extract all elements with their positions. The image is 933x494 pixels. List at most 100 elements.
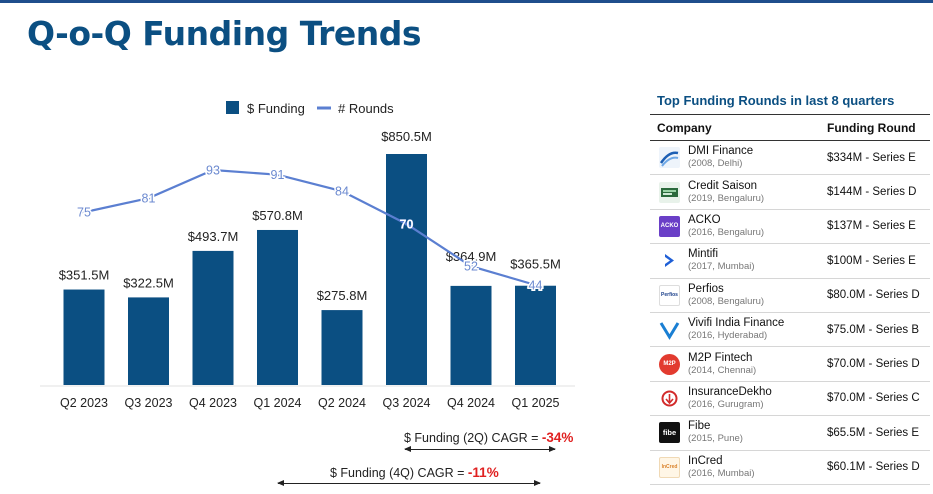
company-meta: (2015, Pune) (688, 433, 743, 445)
incred-logo-icon: InCred (659, 456, 680, 478)
company-name: Credit Saison (688, 179, 758, 192)
company-name: Vivifi India Finance (688, 317, 785, 330)
company-name: Perfios (688, 282, 724, 295)
funding-bar (128, 297, 169, 385)
table-row: InCred InCred (2016, Mumbai) $60.1M - Serie… (650, 450, 930, 485)
rounds-data-label: 44 (529, 279, 543, 293)
m2p-logo-text: M2P (663, 361, 676, 368)
company-meta: (2016, Mumbai) (688, 467, 755, 479)
funding-bar (63, 289, 105, 385)
funding-bar (515, 285, 556, 385)
funding-chart: $ Funding # Rounds Q2 2023 Q3 2023 Q4 2023 Q1… (40, 101, 575, 410)
funding-round: $70.0M - Series D (827, 346, 930, 382)
table-title: Top Funding Rounds in last 8 quarters (657, 93, 895, 108)
dmi-logo-icon (659, 147, 680, 169)
cagr-2q-label: $ Funding (2Q) CAGR = (404, 431, 539, 445)
insurancedekho-logo-icon (659, 387, 680, 409)
table-body: DMI Finance (2008, Delhi) $334M - Series E… (650, 140, 930, 485)
x-tick-label: Q2 2023 (60, 396, 108, 410)
credit-saison-logo-icon (659, 181, 680, 203)
table-row: fibe Fibe (2015, Pune) $65.5M - Series E (650, 415, 930, 451)
funding-round: $80.0M - Series D (827, 278, 930, 313)
funding-bar (386, 154, 427, 385)
funding-round: $70.0M - Series C (827, 381, 930, 417)
top-rounds-table: Company Funding Round DMI Finance (2008, … (650, 114, 930, 485)
vivifi-logo-icon (659, 319, 680, 341)
company-name: InsuranceDekho (688, 385, 772, 398)
legend-funding-swatch (226, 101, 239, 114)
perfios-logo-icon: Perfios (659, 284, 680, 306)
top-rule (0, 0, 933, 3)
company-meta: (2016, Gurugram) (688, 398, 764, 410)
rounds-point (82, 210, 86, 214)
acko-logo-icon: ACKO (659, 215, 680, 237)
company-cell: fibe Fibe (2015, Pune) (650, 415, 827, 451)
table-row: DMI Finance (2008, Delhi) $334M - Series E (650, 140, 930, 176)
company-meta: (2008, Bengaluru) (688, 295, 765, 307)
company-cell: Mintifi (2017, Mumbai) (650, 243, 827, 279)
funding-data-label: $493.7M (188, 229, 239, 244)
x-tick-label: Q4 2023 (189, 396, 237, 410)
funding-round: $144M - Series D (827, 174, 930, 210)
company-name: InCred (688, 454, 723, 467)
table-row: Perfios Perfios (2008, Bengaluru) $80.0M - … (650, 278, 930, 313)
funding-bar (450, 285, 492, 385)
funding-round: $60.1M - Series D (827, 450, 930, 485)
funding-data-label: $850.5M (381, 129, 432, 144)
funding-bar (321, 310, 363, 385)
rounds-data-label: 84 (335, 185, 349, 199)
page-title: Q-o-Q Funding Trends (27, 14, 422, 53)
x-tick-label: Q2 2024 (318, 396, 366, 410)
company-meta: (2019, Bengaluru) (688, 192, 765, 204)
company-meta: (2014, Chennai) (688, 364, 757, 376)
company-cell: ACKO ACKO (2016, Bengaluru) (650, 209, 827, 245)
x-tick-label: Q3 2024 (383, 396, 431, 410)
x-tick-label: Q3 2023 (125, 396, 173, 410)
cagr-2q-arrow (404, 446, 556, 452)
funding-data-label: $322.5M (123, 275, 174, 290)
table-row: M2P M2P Fintech (2014, Chennai) $70.0M - Se… (650, 346, 930, 382)
funding-round: $137M - Series E (827, 209, 930, 245)
funding-data-label: $364.9M (446, 249, 497, 264)
rounds-point (404, 222, 409, 226)
company-cell: InCred InCred (2016, Mumbai) (650, 450, 827, 485)
funding-data-label: $365.5M (510, 257, 561, 272)
funding-data-label: $275.8M (317, 288, 368, 303)
company-cell: Credit Saison (2019, Bengaluru) (650, 174, 827, 210)
cagr-2q-annotation: $ Funding (2Q) CAGR = -34% (404, 430, 573, 445)
company-meta: (2016, Hyderabad) (688, 330, 768, 342)
m2p-logo-icon: M2P (659, 353, 680, 375)
table-row: Credit Saison (2019, Bengaluru) $144M - Se… (650, 174, 930, 210)
company-cell: Vivifi India Finance (2016, Hyderabad) (650, 312, 827, 348)
funding-round: $334M - Series E (827, 140, 930, 176)
company-meta: (2008, Delhi) (688, 158, 743, 170)
x-tick-label: Q1 2025 (512, 396, 560, 410)
mintifi-logo-icon (659, 250, 680, 272)
x-tick-label: Q4 2024 (447, 396, 495, 410)
cagr-4q-arrow (277, 480, 541, 486)
rounds-data-label: 70 (400, 217, 414, 231)
table-row: InsuranceDekho (2016, Gurugram) $70.0M - S… (650, 381, 930, 417)
funding-bar (257, 229, 298, 385)
funding-data-label: $351.5M (59, 268, 110, 283)
rounds-point (533, 283, 538, 287)
rounds-data-label: 93 (206, 164, 220, 178)
rounds-point (211, 168, 215, 172)
cagr-2q-value: -34% (541, 430, 574, 445)
rounds-line (83, 168, 536, 287)
company-name: M2P Fintech (688, 351, 753, 364)
company-cell: M2P M2P Fintech (2014, Chennai) (650, 346, 827, 382)
x-tick-label: Q1 2024 (254, 396, 302, 410)
company-name: ACKO (688, 213, 721, 226)
company-meta: (2016, Bengaluru) (688, 226, 765, 238)
rounds-data-label: 75 (77, 206, 91, 220)
funding-round: $65.5M - Series E (827, 415, 930, 451)
header-funding-round: Funding Round (827, 114, 930, 141)
company-cell: DMI Finance (2008, Delhi) (650, 140, 827, 176)
table-row: Vivifi India Finance (2016, Hyderabad) $75… (650, 312, 930, 348)
rounds-point (275, 173, 280, 177)
table-row: Mintifi (2017, Mumbai) $100M - Series E (650, 243, 930, 279)
cagr-4q-value: -11% (467, 465, 499, 480)
company-meta: (2017, Mumbai) (688, 261, 755, 273)
funding-round: $75.0M - Series B (827, 312, 930, 348)
